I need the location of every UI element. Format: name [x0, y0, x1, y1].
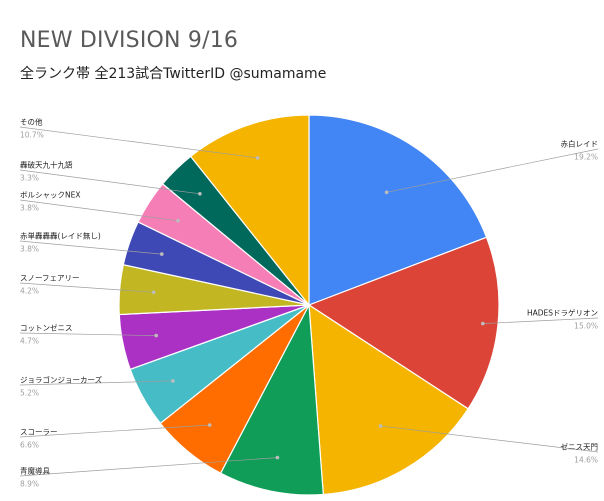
callout-dot: [255, 156, 260, 160]
slice-percent: 3.8%: [20, 204, 39, 213]
pie-slice: [307, 236, 500, 410]
pie-slices: [118, 114, 500, 496]
pie-labels: 赤白レイド 19.2% HADESドラゲリオン 15.0% ゼニス天門 14.6% 青魔導具…: [19, 117, 599, 489]
callout-line: [482, 317, 599, 324]
chart-subtitle: 全ランク帯 全213試合TwitterID @sumamame: [20, 66, 327, 82]
callout-line: [380, 425, 599, 453]
callout-line: [19, 169, 200, 195]
slice-percent: 15.0%: [574, 322, 598, 331]
chart-title: NEW DIVISION 9/16: [20, 28, 239, 53]
slice-label: HADESドラゲリオン: [527, 309, 598, 318]
callout-dot: [154, 333, 158, 338]
callout-dot: [171, 379, 175, 383]
pie-slice: [189, 114, 310, 307]
pie-slice: [219, 302, 324, 496]
callout-line: [19, 240, 162, 255]
callout-line: [386, 148, 599, 193]
callout-line: [19, 126, 258, 159]
callout-dot: [176, 218, 180, 223]
slice-percent: 4.2%: [20, 287, 39, 296]
pie-slice: [308, 303, 469, 496]
callout-dot: [275, 455, 280, 460]
slice-percent: 14.6%: [574, 456, 598, 465]
slice-label: ジョラゴンジョーカーズ: [20, 375, 103, 385]
callout-line: [19, 380, 173, 386]
slice-percent: 3.3%: [20, 174, 39, 183]
slice-label: 青魔導具: [20, 466, 50, 476]
callout-line: [19, 199, 179, 222]
slice-percent: 6.6%: [20, 441, 39, 450]
slice-label: 赤単轟轟轟(レイド無し): [20, 231, 101, 241]
pie-slice: [308, 114, 488, 306]
slice-label: ゼニス天門: [561, 442, 599, 452]
slice-percent: 8.9%: [20, 480, 39, 489]
callout-dot: [207, 423, 212, 427]
slice-percent: 4.7%: [20, 337, 39, 346]
slice-percent: 19.2%: [574, 153, 598, 162]
slice-label: コットンゼニス: [20, 323, 73, 333]
slice-label: 轟破天九十九語: [20, 160, 73, 170]
callout-line: [19, 332, 157, 336]
slice-label: スノーフェアリー: [20, 274, 80, 283]
callout-dot: [384, 190, 389, 195]
callout-dot: [481, 321, 485, 326]
slice-label: その他: [20, 117, 43, 127]
slice-label: 赤白レイド: [561, 139, 599, 149]
slice-percent: 10.7%: [20, 131, 44, 140]
callout-dot: [198, 192, 202, 196]
slice-percent: 3.8%: [20, 245, 39, 254]
callout-line: [19, 424, 210, 438]
callout-dot: [151, 290, 156, 295]
callout-dot: [378, 424, 383, 428]
callout-line: [19, 457, 278, 477]
callout-dot: [160, 252, 164, 256]
callout-line: [19, 282, 154, 293]
slice-percent: 5.2%: [20, 389, 39, 398]
slice-label: ボルシャックNEX: [20, 191, 81, 200]
slice-label: スコーラー: [20, 428, 58, 437]
